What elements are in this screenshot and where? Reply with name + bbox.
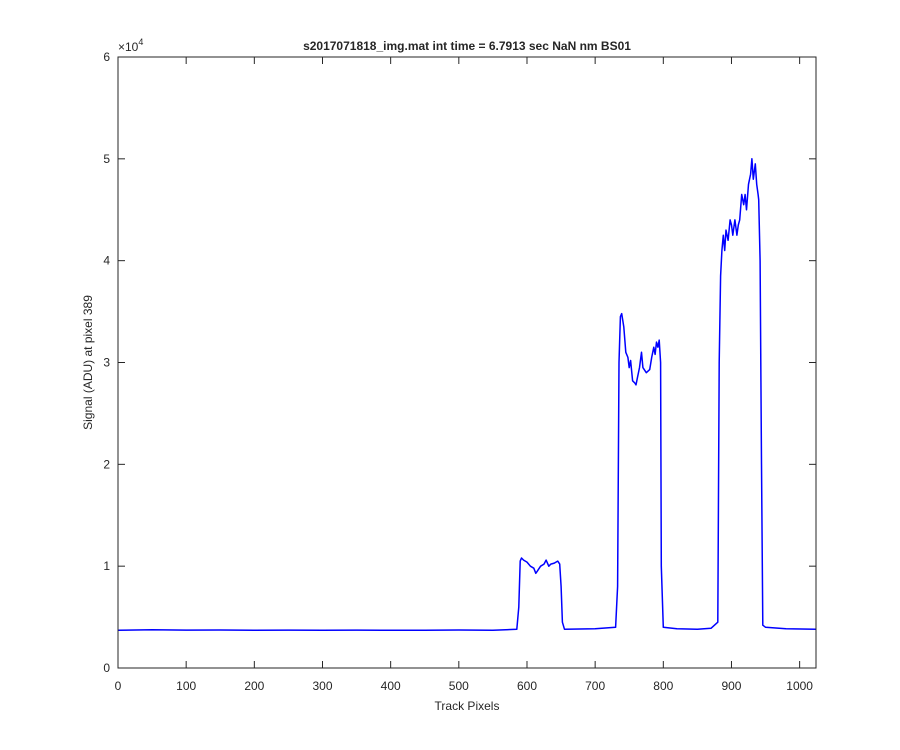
x-tick-label: 700: [585, 679, 605, 693]
chart-title: s2017071818_img.mat int time = 6.7913 se…: [303, 39, 631, 53]
x-tick-label: 1000: [786, 679, 813, 693]
x-tick-label: 300: [312, 679, 332, 693]
y-tick-label: 4: [103, 254, 110, 268]
x-tick-label: 900: [721, 679, 741, 693]
y-tick-label: 0: [103, 661, 110, 675]
series-line-0: [117, 158, 817, 632]
y-tick-label: 1: [103, 559, 110, 573]
ticks-layer: 0 100 200 300 400 500 600 700 800 900 1000 0 1 2 3 4 5 6: [103, 50, 816, 693]
x-axis-label: Track Pixels: [435, 699, 500, 713]
y-tick-label: 6: [103, 50, 110, 64]
series-layer: [117, 158, 817, 632]
x-tick-label: 0: [115, 679, 122, 693]
y-axis-label: Signal (ADU) at pixel 389: [81, 295, 95, 430]
y-exponent-power: 4: [138, 37, 143, 47]
y-tick-label: 5: [103, 152, 110, 166]
x-tick-label: 800: [653, 679, 673, 693]
x-tick-label: 200: [244, 679, 264, 693]
x-tick-label: 100: [176, 679, 196, 693]
plot-area: [118, 57, 816, 668]
x-tick-label: 500: [449, 679, 469, 693]
y-exponent-label: ×104: [118, 37, 143, 54]
axes-box: [117, 56, 817, 669]
x-tick-label: 600: [517, 679, 537, 693]
y-exponent-base: ×10: [118, 40, 139, 54]
x-tick-label: 400: [381, 679, 401, 693]
y-tick-label: 2: [103, 457, 110, 471]
y-tick-label: 3: [103, 356, 110, 370]
